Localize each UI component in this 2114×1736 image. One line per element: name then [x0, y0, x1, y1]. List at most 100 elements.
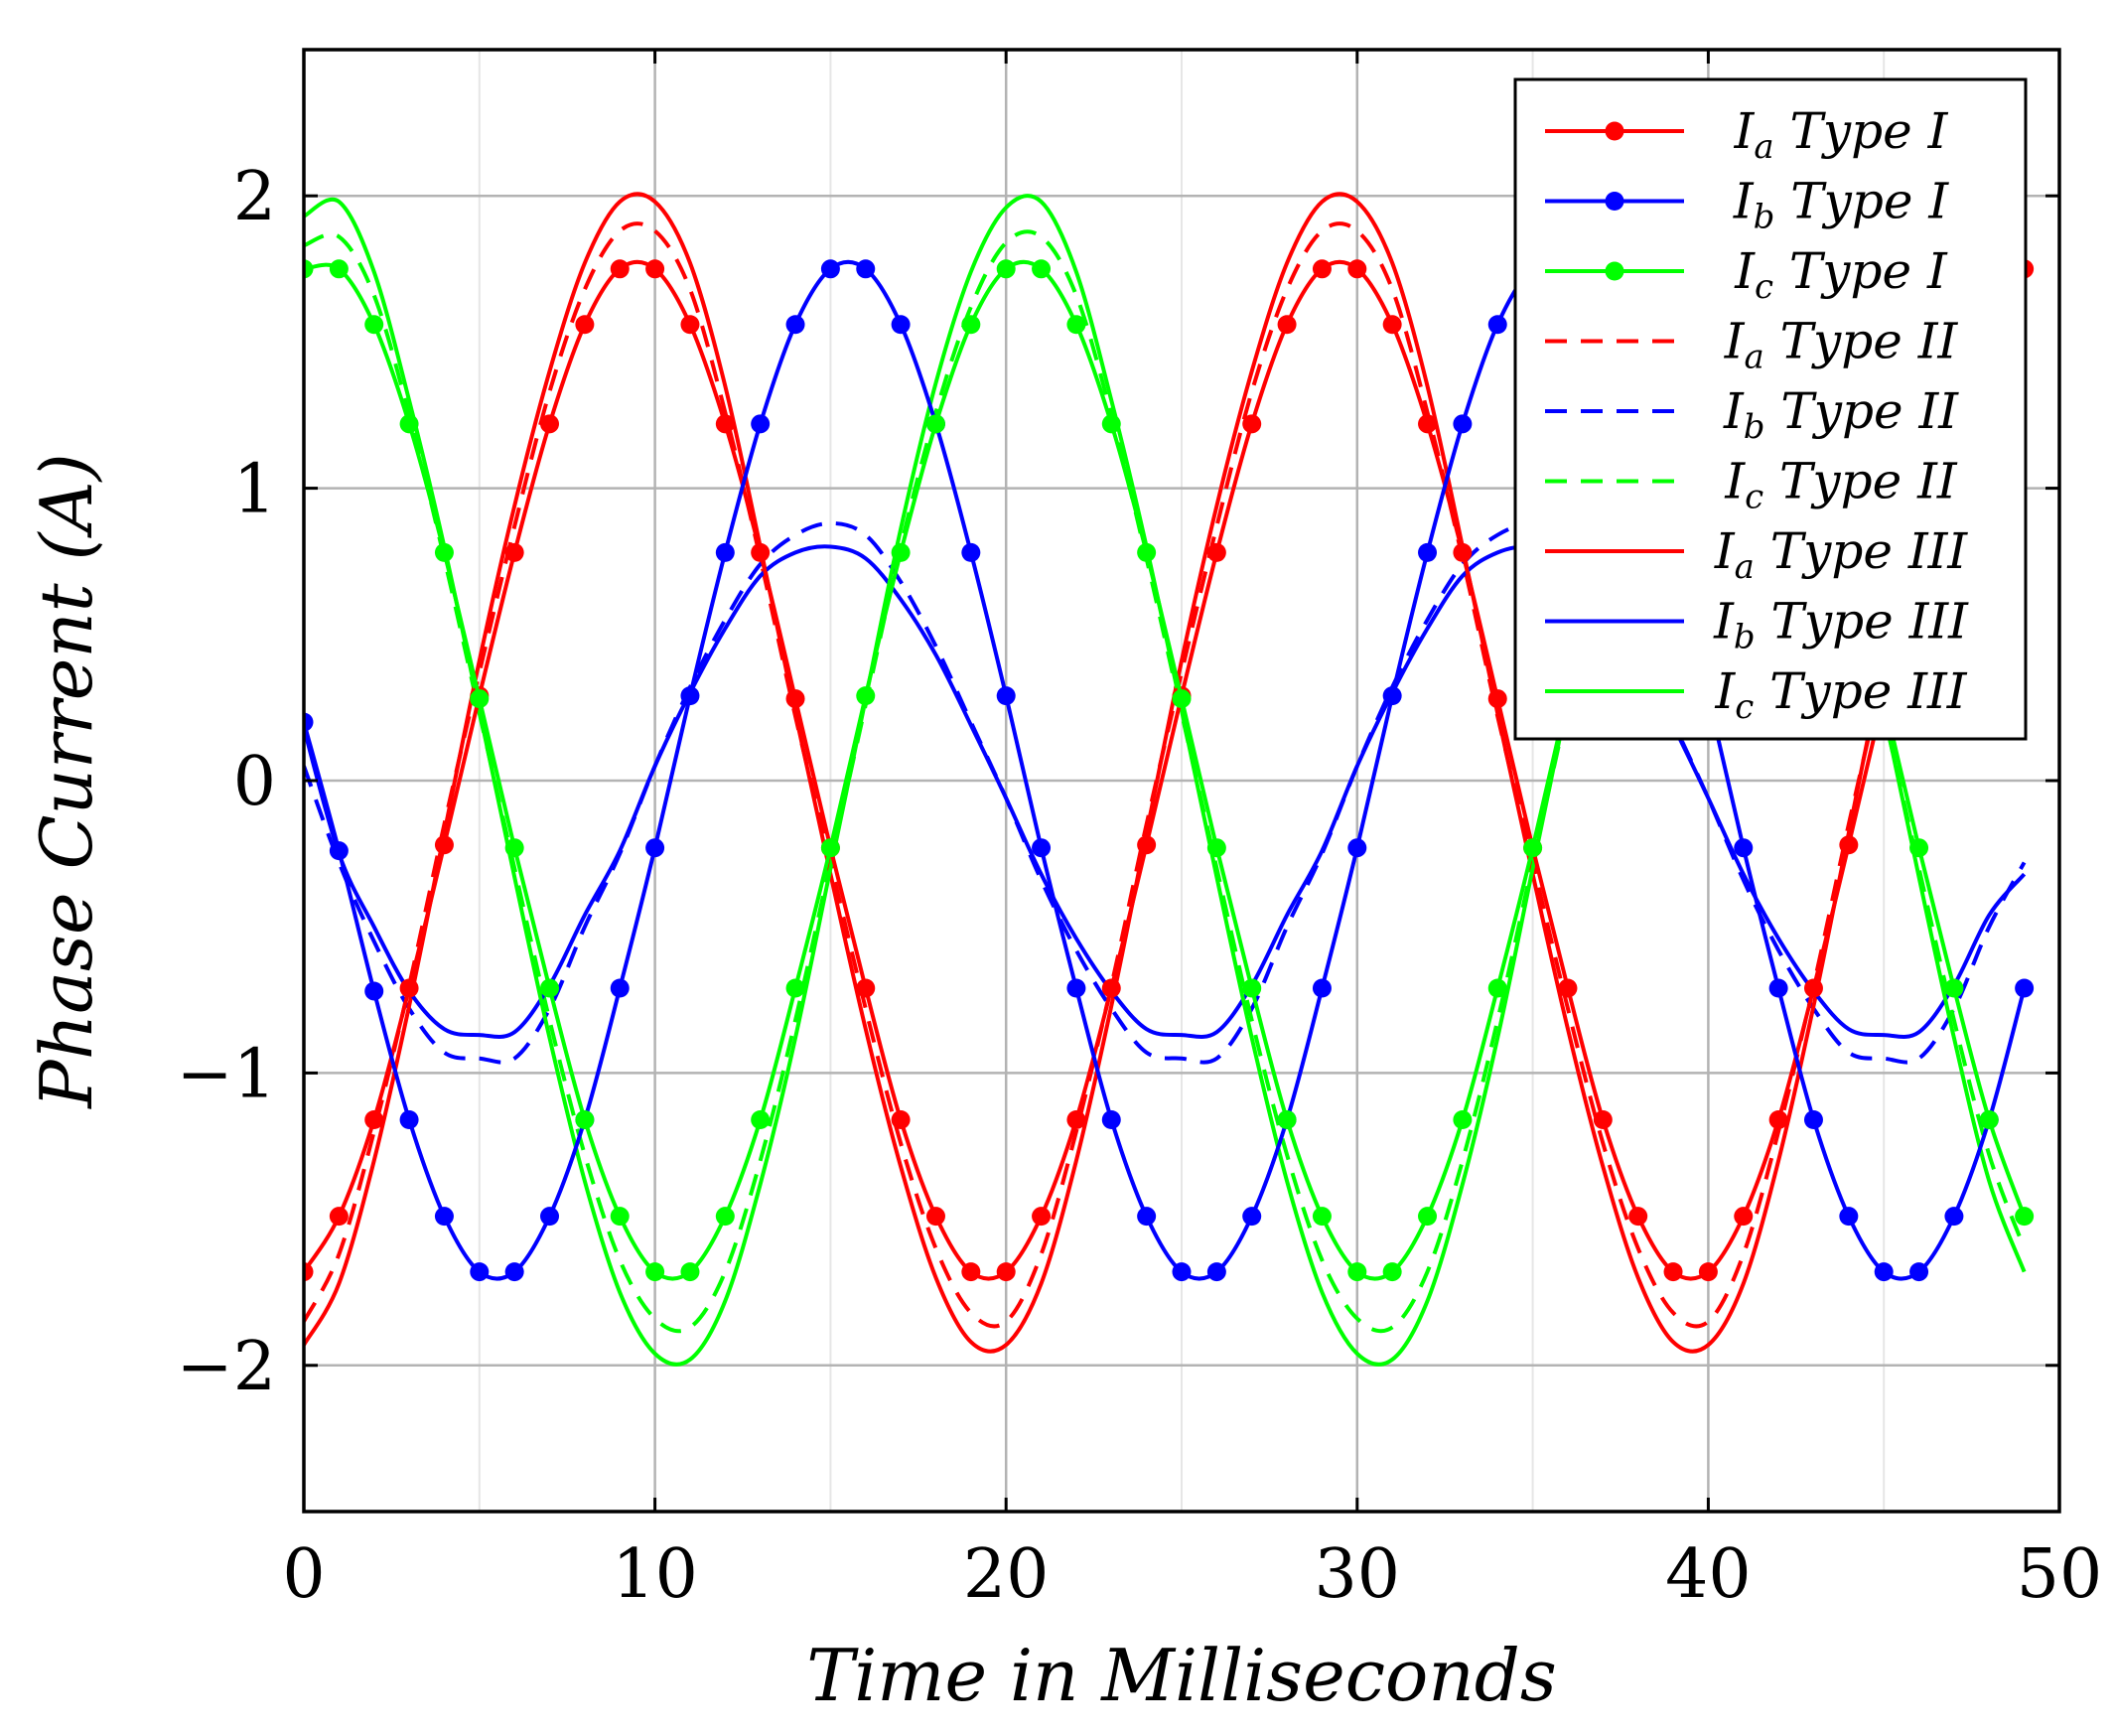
data-point	[1101, 978, 1121, 998]
data-point	[961, 542, 981, 562]
data-point	[1418, 1207, 1438, 1227]
data-point	[434, 835, 454, 855]
legend-entry: Ib Type III	[1545, 593, 1969, 657]
data-point	[1453, 414, 1473, 434]
data-point	[1172, 1262, 1192, 1282]
legend-label: Ic Type I	[1734, 242, 1948, 307]
data-point	[1066, 978, 1086, 998]
data-point	[1979, 1110, 1999, 1130]
data-point	[856, 686, 876, 706]
data-point	[961, 315, 981, 335]
data-point	[1137, 835, 1157, 855]
data-point	[1347, 259, 1367, 279]
data-point	[1874, 1262, 1894, 1282]
data-point	[1839, 1207, 1859, 1227]
y-tick-label: −2	[177, 1328, 276, 1406]
y-tick-label: 2	[233, 158, 276, 236]
data-point	[645, 1262, 665, 1282]
data-point	[1347, 1262, 1367, 1282]
legend-label: Ia Type II	[1724, 313, 1959, 377]
data-point	[399, 978, 419, 998]
data-point	[1628, 1207, 1648, 1227]
series-i-a-type-iii	[304, 192, 2027, 1354]
legend-label: Ia Type III	[1714, 522, 1969, 587]
series-i-b-type-iii	[304, 544, 2027, 1039]
data-point	[304, 712, 314, 732]
data-point	[996, 259, 1016, 279]
data-point	[1277, 1110, 1297, 1130]
data-point	[891, 315, 911, 335]
data-point	[1944, 1207, 1964, 1227]
data-point	[304, 259, 314, 279]
x-tick-label: 50	[2017, 1535, 2103, 1614]
data-point	[1172, 689, 1192, 709]
series-line	[304, 192, 2027, 1354]
data-point	[1032, 838, 1052, 858]
legend-entry: Ia Type III	[1545, 522, 1968, 587]
data-point	[540, 414, 560, 434]
y-axis-title: Phase Current (A)	[25, 453, 108, 1109]
x-axis-title: Time in Milliseconds	[806, 1634, 1557, 1717]
data-point	[751, 1110, 771, 1130]
legend-label: Ic Type III	[1714, 662, 1967, 727]
data-point	[785, 315, 805, 335]
x-tick-label: 0	[282, 1535, 325, 1614]
axis-ticks	[302, 50, 2061, 1512]
data-point	[891, 1110, 911, 1130]
legend: Ia Type IIb Type IIc Type IIa Type IIIb …	[1513, 77, 2028, 741]
data-point	[1803, 978, 1823, 998]
x-tick-label: 10	[612, 1535, 698, 1614]
legend-entry: Ic Type II	[1545, 453, 1958, 517]
data-point	[1418, 542, 1438, 562]
data-point	[1418, 414, 1438, 434]
data-point	[645, 838, 665, 858]
legend-marker	[1605, 261, 1624, 281]
data-point	[1312, 1207, 1332, 1227]
data-point	[540, 1207, 560, 1227]
data-point	[1032, 1207, 1052, 1227]
data-point	[891, 542, 911, 562]
data-point	[1593, 1110, 1613, 1130]
data-point	[329, 259, 349, 279]
data-point	[470, 689, 490, 709]
data-point	[820, 259, 840, 279]
data-point	[364, 981, 384, 1001]
data-point	[1839, 835, 1859, 855]
data-point	[715, 414, 735, 434]
data-point	[504, 838, 524, 858]
data-point	[1768, 1110, 1788, 1130]
data-point	[1066, 1110, 1086, 1130]
legend-label: Ic Type II	[1724, 453, 1958, 517]
data-point	[1523, 838, 1543, 858]
legend-entry: Ib Type II	[1545, 382, 1959, 447]
data-point	[645, 259, 665, 279]
data-point	[680, 315, 700, 335]
data-point	[1803, 1110, 1823, 1130]
data-point	[856, 978, 876, 998]
data-point	[1206, 1262, 1226, 1282]
data-point	[1347, 838, 1367, 858]
data-point	[1487, 978, 1507, 998]
data-point	[1909, 838, 1929, 858]
data-point	[434, 1207, 454, 1227]
data-point	[1663, 1262, 1683, 1282]
data-point	[961, 1262, 981, 1282]
legend-marker	[1605, 121, 1624, 141]
y-tick-label: −1	[177, 1035, 276, 1113]
data-point	[680, 1262, 700, 1282]
tick-labels: 0 10 20 30 40 50 −2 −1 0 1 2	[177, 158, 2103, 1614]
data-point	[1558, 978, 1578, 998]
data-point	[751, 414, 771, 434]
data-point	[1487, 689, 1507, 709]
data-point	[1698, 1262, 1718, 1282]
data-point	[1453, 542, 1473, 562]
data-point	[504, 1262, 524, 1282]
series-line	[304, 259, 2027, 1281]
data-point	[785, 689, 805, 709]
data-point	[1101, 1110, 1121, 1130]
data-point	[1242, 978, 1262, 998]
data-point	[715, 1207, 735, 1227]
data-point	[996, 686, 1016, 706]
data-point	[1734, 1207, 1754, 1227]
